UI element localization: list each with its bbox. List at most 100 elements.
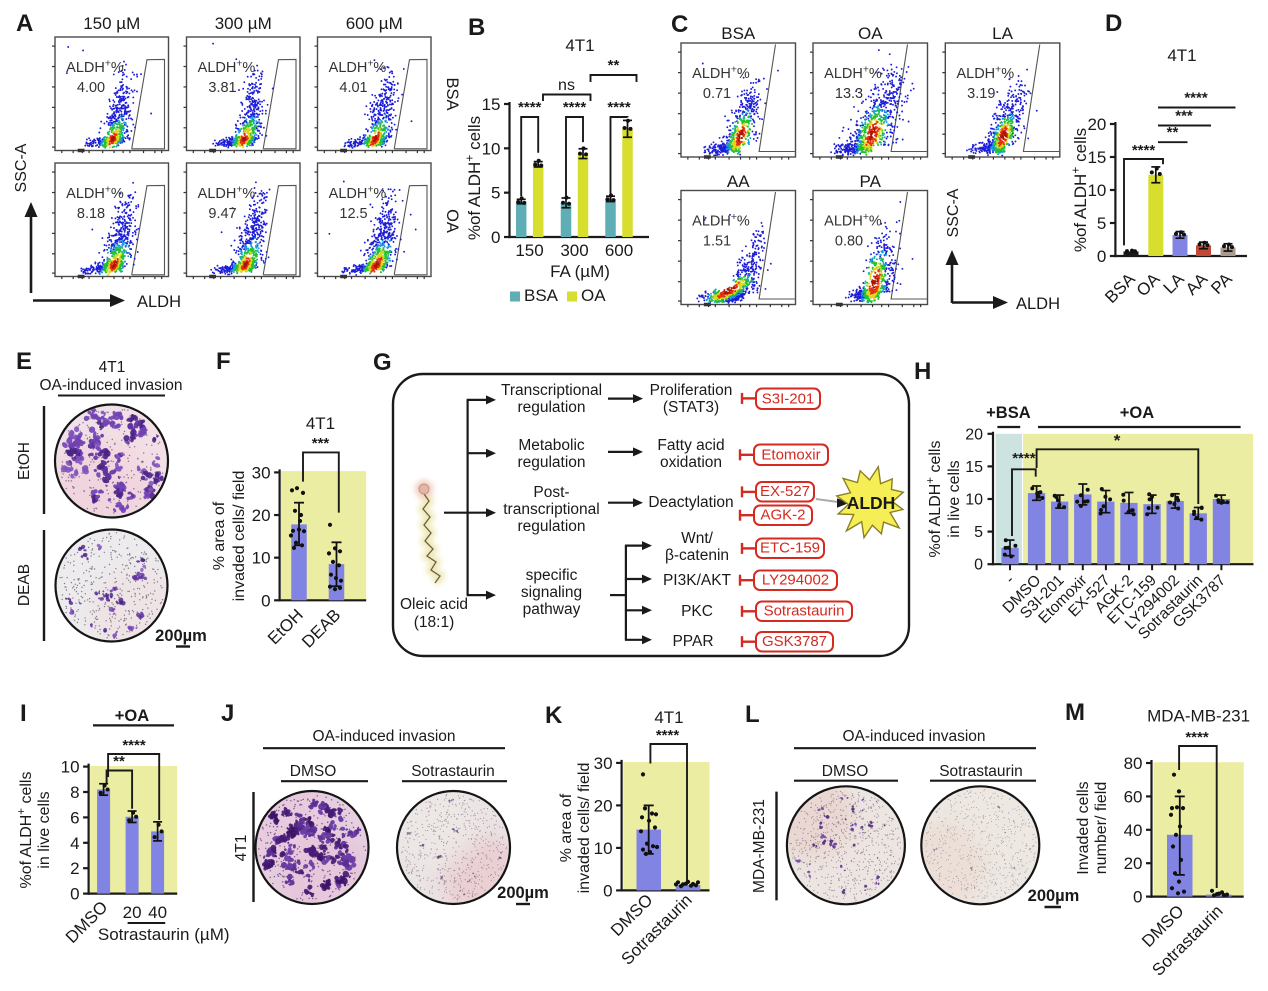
svg-text:200µm: 200µm <box>497 884 549 902</box>
svg-text:Sotrastaurin: Sotrastaurin <box>411 763 495 780</box>
svg-text:OA-induced invasion: OA-induced invasion <box>39 377 182 394</box>
svg-text:4T1: 4T1 <box>565 36 594 55</box>
svg-text:(18:1): (18:1) <box>414 614 455 631</box>
svg-text:G: G <box>373 349 392 376</box>
svg-text:transcriptional: transcriptional <box>503 501 600 518</box>
svg-text:15: 15 <box>1087 148 1106 167</box>
svg-text:Sotrastaurin (µM): Sotrastaurin (µM) <box>98 925 230 944</box>
svg-text:invaded cells/ field: invaded cells/ field <box>231 471 248 602</box>
svg-text:20: 20 <box>252 506 271 525</box>
svg-text:8.18: 8.18 <box>77 206 105 222</box>
svg-text:ALDH+%: ALDH+% <box>824 65 882 83</box>
svg-text:LY294002: LY294002 <box>762 572 829 589</box>
svg-text:12.5: 12.5 <box>339 206 367 222</box>
svg-text:M: M <box>1065 699 1085 726</box>
svg-text:PPAR: PPAR <box>672 633 713 650</box>
svg-text:OA: OA <box>858 24 883 43</box>
svg-text:E: E <box>16 348 32 375</box>
svg-text:I: I <box>20 700 27 727</box>
svg-text:Invaded cells: Invaded cells <box>1075 781 1092 874</box>
svg-text:4T1: 4T1 <box>233 835 250 862</box>
svg-text:Sotrastaurin: Sotrastaurin <box>939 763 1023 780</box>
svg-text:20: 20 <box>1124 854 1143 873</box>
svg-text:J: J <box>221 700 234 727</box>
svg-text:10: 10 <box>61 758 80 777</box>
svg-text:****: **** <box>122 737 146 754</box>
svg-text:200µm: 200µm <box>155 627 207 645</box>
svg-text:10: 10 <box>965 492 983 509</box>
svg-text:Wnt/: Wnt/ <box>681 530 714 547</box>
svg-text:ALDH+%: ALDH+% <box>329 185 387 203</box>
svg-text:SSC-A: SSC-A <box>945 188 962 237</box>
svg-text:ALDH+%: ALDH+% <box>66 59 124 77</box>
svg-text:***: *** <box>1175 108 1193 125</box>
svg-text:BSA: BSA <box>524 286 559 305</box>
svg-text:Sotrastaurin: Sotrastaurin <box>764 603 845 620</box>
svg-text:4.00: 4.00 <box>77 80 105 96</box>
svg-text:ALDH: ALDH <box>137 293 181 311</box>
svg-text:Transcriptional: Transcriptional <box>501 382 602 399</box>
svg-text:in live cells: in live cells <box>36 791 53 868</box>
svg-text:PA: PA <box>860 172 882 191</box>
svg-text:+OA: +OA <box>1120 404 1154 422</box>
svg-text:DMSO: DMSO <box>290 763 337 780</box>
svg-text:300: 300 <box>560 241 588 260</box>
svg-text:F: F <box>216 348 231 375</box>
svg-text:30: 30 <box>594 754 613 773</box>
svg-text:300 µM: 300 µM <box>215 14 272 33</box>
svg-text:40: 40 <box>148 903 167 922</box>
svg-text:%of ALDH+ cells: %of ALDH+ cells <box>463 116 485 240</box>
svg-text:ALDH+%: ALDH+% <box>198 59 256 77</box>
svg-text:regulation: regulation <box>517 399 585 416</box>
svg-text:3.19: 3.19 <box>967 86 995 102</box>
svg-text:ALDH+%: ALDH+% <box>329 59 387 77</box>
svg-text:0: 0 <box>491 228 500 247</box>
svg-text:ALDH+%: ALDH+% <box>956 65 1014 83</box>
svg-text:****: **** <box>1012 450 1036 467</box>
svg-text:0: 0 <box>1133 888 1142 907</box>
svg-text:****: **** <box>1184 90 1208 107</box>
svg-text:Oleic acid: Oleic acid <box>400 596 468 613</box>
svg-text:OA: OA <box>443 209 461 233</box>
svg-text:MDA-MB-231: MDA-MB-231 <box>1147 707 1250 726</box>
svg-text:ALDH: ALDH <box>847 493 896 513</box>
svg-text:β-catenin: β-catenin <box>665 547 729 564</box>
svg-text:****: **** <box>563 99 587 116</box>
svg-text:invaded cells/ field: invaded cells/ field <box>576 763 593 894</box>
svg-text:specific: specific <box>526 567 578 584</box>
svg-text:D: D <box>1105 10 1122 37</box>
svg-text:4: 4 <box>70 834 79 853</box>
svg-text:AA: AA <box>727 172 750 191</box>
svg-text:0: 0 <box>70 885 79 904</box>
svg-text:3.81: 3.81 <box>208 80 236 96</box>
svg-text:13.3: 13.3 <box>835 86 863 102</box>
svg-text:Post-: Post- <box>533 484 569 501</box>
svg-text:number/ field: number/ field <box>1093 782 1110 875</box>
svg-text:0: 0 <box>1097 247 1106 266</box>
svg-text:AGK-2: AGK-2 <box>760 507 805 524</box>
svg-text:****: **** <box>518 99 542 116</box>
svg-text:0: 0 <box>974 557 983 574</box>
svg-text:DEAB: DEAB <box>16 564 33 606</box>
svg-text:A: A <box>16 10 33 37</box>
svg-text:4T1: 4T1 <box>99 359 126 376</box>
svg-text:OA-induced invasion: OA-induced invasion <box>842 728 985 745</box>
svg-text:600 µM: 600 µM <box>346 14 403 33</box>
svg-text:S3I-201: S3I-201 <box>762 391 815 408</box>
svg-text:9.47: 9.47 <box>208 206 236 222</box>
svg-text:SSC-A: SSC-A <box>13 143 30 192</box>
svg-text:signaling: signaling <box>521 584 582 601</box>
svg-text:4T1: 4T1 <box>654 708 683 727</box>
svg-text:ALDH+%: ALDH+% <box>692 65 750 83</box>
svg-text:B: B <box>468 14 485 41</box>
svg-text:Fatty acid: Fatty acid <box>657 437 724 454</box>
svg-text:150: 150 <box>515 241 543 260</box>
svg-text:200µm: 200µm <box>1028 887 1080 905</box>
svg-text:0.80: 0.80 <box>835 234 863 250</box>
svg-text:0: 0 <box>261 591 270 610</box>
svg-text:8: 8 <box>70 783 79 802</box>
svg-text:ALDH+%: ALDH+% <box>692 212 750 230</box>
svg-text:4T1: 4T1 <box>1167 46 1196 65</box>
svg-text:%of ALDH+ cells: %of ALDH+ cells <box>1069 128 1091 252</box>
svg-text:****: **** <box>656 727 680 744</box>
